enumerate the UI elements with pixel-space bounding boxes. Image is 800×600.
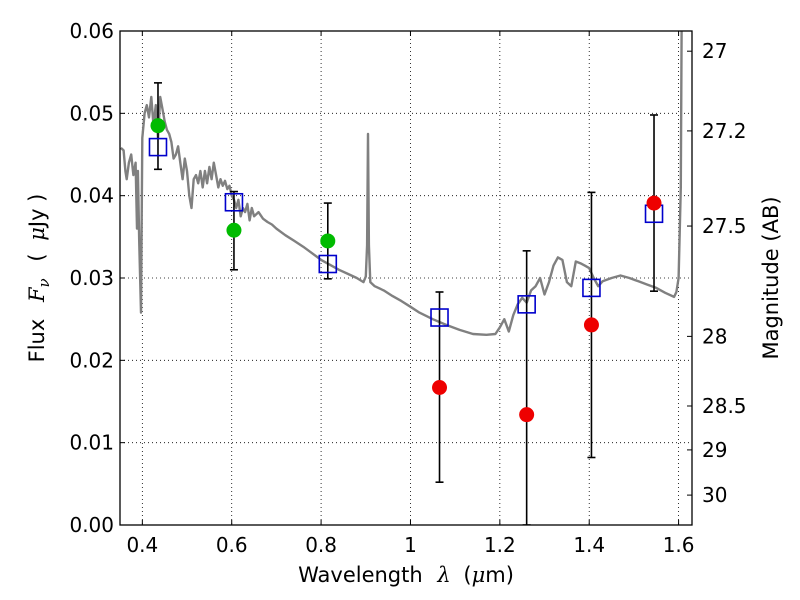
red-data-point xyxy=(583,317,599,333)
y2-tick-label: 27.5 xyxy=(702,214,747,238)
ticks: 0.4 0.6 0.8 1 1.2 1.4 1.6 0.00 0.01 0.02 0.03 0.04 0… xyxy=(69,19,746,557)
y-axis-subscript: ν xyxy=(35,278,53,287)
red-data-point xyxy=(519,407,535,423)
y-axis-unit-open: ( xyxy=(25,253,49,261)
y2-axis-title: Magnitude (AB) xyxy=(759,196,783,359)
model-point xyxy=(224,192,244,212)
y-tick-label: 0.00 xyxy=(69,513,114,537)
y-axis-unit-mu: μ xyxy=(25,227,49,241)
y-tick-label: 0.01 xyxy=(69,431,114,455)
template-spectrum-line xyxy=(120,31,683,336)
plot-background xyxy=(120,31,692,525)
green-data-point xyxy=(150,118,166,134)
model-point xyxy=(318,254,338,274)
y2-tick-label: 27 xyxy=(702,39,727,63)
y-axis-title: Flux Fν ( μJy ) xyxy=(25,194,54,363)
y-tick-label: 0.03 xyxy=(69,266,114,290)
y2-tick-label: 27.2 xyxy=(702,119,747,143)
green-data-point xyxy=(226,222,242,238)
x-tick-label: 0.8 xyxy=(305,533,337,557)
model-point xyxy=(148,137,168,157)
x-tick-label: 1.6 xyxy=(663,533,695,557)
x-axis-symbol: λ xyxy=(436,563,450,587)
x-tick-label: 0.4 xyxy=(126,533,158,557)
y-tick-label: 0.02 xyxy=(69,348,114,372)
y-tick-label: 0.04 xyxy=(69,184,114,208)
x-axis-unit-rest: m) xyxy=(485,563,514,587)
y-axis-label: Flux xyxy=(25,319,49,363)
model-point xyxy=(430,308,449,327)
green-data-point xyxy=(320,233,336,249)
x-axis-unit-open: ( xyxy=(463,563,471,587)
x-tick-label: 1 xyxy=(404,533,417,557)
red-data-point xyxy=(432,380,448,396)
red-data-point xyxy=(646,195,662,211)
x-tick-label: 0.6 xyxy=(216,533,248,557)
y-tick-label: 0.06 xyxy=(69,19,114,43)
y-tick-label: 0.05 xyxy=(69,101,114,125)
x-axis-label: Wavelength xyxy=(298,563,423,587)
y2-tick-label: 30 xyxy=(702,483,727,507)
data-layer xyxy=(120,31,683,525)
x-tick-label: 1.4 xyxy=(573,533,605,557)
y2-tick-label: 29 xyxy=(702,438,727,462)
x-axis-title: Wavelength λ (μm) xyxy=(298,563,514,587)
y2-tick-label: 28 xyxy=(702,324,727,348)
y2-tick-label: 28.5 xyxy=(702,394,747,418)
model-point xyxy=(517,295,536,314)
y-axis-unit-rest: Jy ) xyxy=(25,194,49,230)
x-axis-unit-mu: μ xyxy=(472,563,486,587)
y-axis-symbol: F xyxy=(25,286,49,303)
x-tick-label: 1.2 xyxy=(484,533,516,557)
model-point xyxy=(582,278,601,298)
